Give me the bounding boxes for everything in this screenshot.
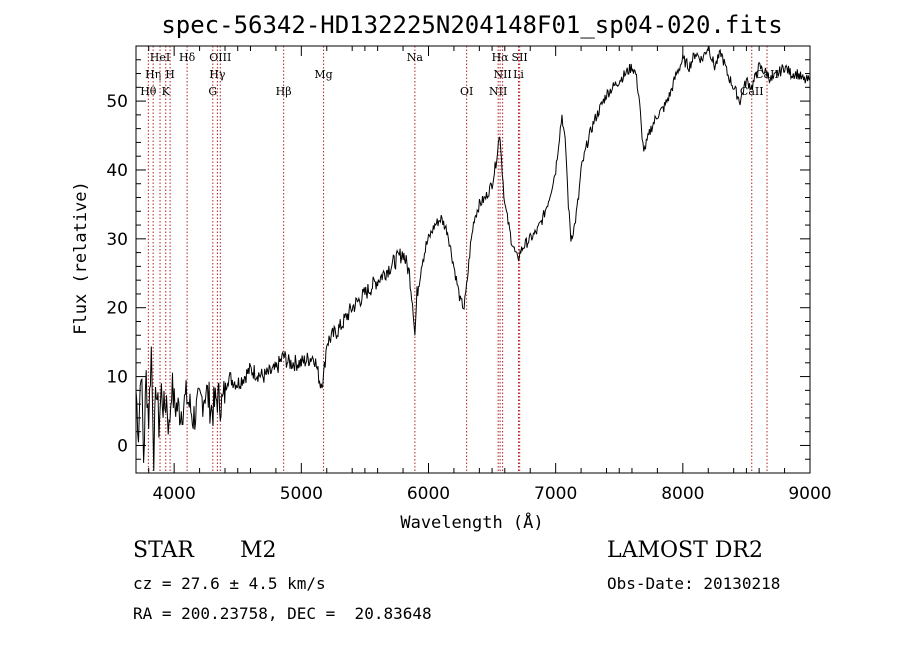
x-tick-label: 5000 <box>280 484 323 504</box>
x-tick-label: 4000 <box>153 484 196 504</box>
spectrum-line <box>135 45 811 471</box>
line-label: K <box>162 85 171 98</box>
line-label: HeI <box>150 51 170 64</box>
object-class: STAR <box>133 538 194 563</box>
line-label: Hθ <box>140 85 157 98</box>
redshift-cz: cz = 27.6 ± 4.5 km/s <box>133 574 326 593</box>
spectrum-series <box>135 45 811 471</box>
line-label: NII <box>489 85 507 98</box>
line-label: CaII <box>740 85 764 98</box>
observation-date: Obs-Date: 20130218 <box>607 574 781 593</box>
x-tick-label: 6000 <box>407 484 450 504</box>
line-label: Hγ <box>209 68 226 81</box>
object-subclass: M2 <box>240 538 277 563</box>
line-label: Hδ <box>179 51 196 64</box>
coordinates: RA = 200.23758, DEC = 20.83648 <box>133 604 432 623</box>
line-label: Mg <box>314 68 332 81</box>
y-tick-label: 0 <box>117 436 128 456</box>
plot-frame <box>135 45 811 474</box>
y-tick-label: 30 <box>106 230 128 250</box>
survey-name: LAMOST DR2 <box>607 538 763 563</box>
line-label: Hα <box>492 51 510 64</box>
y-tick-label: 10 <box>106 368 128 388</box>
line-label: NII <box>493 68 511 81</box>
plot-axes: 4000 5000 6000 7000 8000 9000 0 10 20 30 40 50 <box>106 45 832 504</box>
line-label: Hβ <box>276 85 292 98</box>
line-label: G <box>208 85 217 98</box>
chart-title: spec-56342-HD132225N204148F01_sp04-020.f… <box>161 11 782 39</box>
line-label: Li <box>513 68 524 81</box>
y-tick-label: 20 <box>106 299 128 319</box>
y-axis-label: Flux (relative) <box>71 181 91 335</box>
line-label: Hη <box>145 68 161 81</box>
y-tick-label: 40 <box>106 161 128 181</box>
line-label: SII <box>512 51 528 64</box>
x-tick-label: 7000 <box>534 484 577 504</box>
line-label: OI <box>460 85 473 98</box>
x-tick-label: 9000 <box>788 484 831 504</box>
line-label: H <box>165 68 175 81</box>
line-label: OIII <box>209 51 231 64</box>
y-tick-label: 50 <box>106 92 128 112</box>
line-label: Na <box>407 51 424 64</box>
x-axis-label: Wavelength (Å) <box>400 511 543 533</box>
x-tick-label: 8000 <box>661 484 704 504</box>
